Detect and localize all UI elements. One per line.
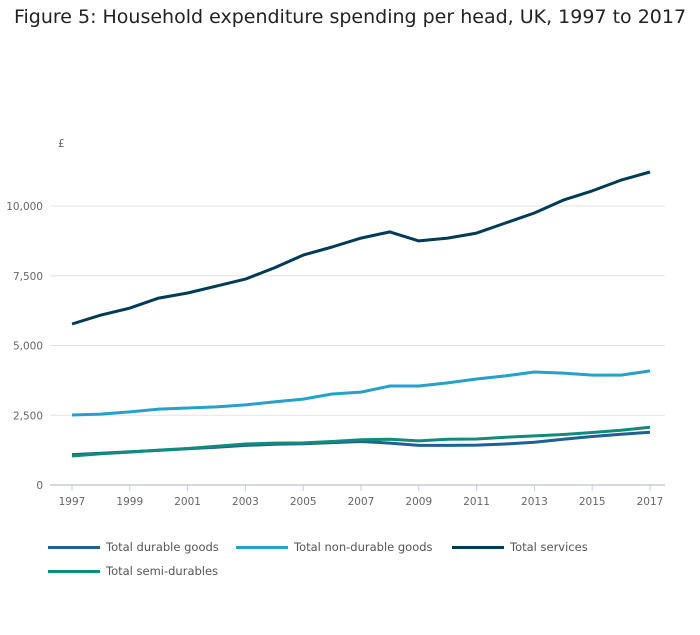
legend-label: Total services [510,540,588,554]
legend-item: Total non-durable goods [236,540,433,554]
x-tick-label: 1997 [59,496,86,508]
x-tick-label: 2005 [290,496,317,508]
series-line-total-non-durable-goods [71,369,651,417]
y-tick-label: 7,500 [13,271,43,283]
x-tick-label: 1999 [116,496,143,508]
x-tick-label: 2009 [405,496,432,508]
y-tick-label: 0 [36,480,43,492]
x-tick-label: 2003 [232,496,259,508]
x-tick-label: 2007 [348,496,375,508]
y-tick-label: 2,500 [13,410,43,422]
y-axis-label: £ [58,138,65,150]
legend-swatch [48,569,100,573]
legend-swatch [236,545,288,549]
legend-item: Total services [452,540,588,554]
series-line-total-services [71,170,651,326]
legend-swatch [452,545,504,549]
series-line-total-semi-durables [71,425,651,458]
legend-label: Total semi-durables [106,564,219,578]
y-tick-label: 5,000 [13,341,43,353]
legend-item: Total semi-durables [48,564,218,578]
legend-item: Total durable goods [48,540,219,554]
x-tick-label: 2011 [463,496,490,508]
x-tick-label: 2017 [637,496,664,508]
x-tick-label: 2013 [521,496,548,508]
x-tick-label: 2015 [579,496,606,508]
x-tick-label: 2001 [174,496,201,508]
legend-swatch [48,545,100,549]
y-tick-label: 10,000 [6,201,43,213]
chart-title: Figure 5: Household expenditure spending… [13,6,687,28]
plot-area: 0 2,500 5,000 7,500 10,000 £1997 1999 2001 2003 2… [6,138,665,508]
legend-label: Total non-durable goods [294,540,433,554]
legend-label: Total durable goods [106,540,219,554]
